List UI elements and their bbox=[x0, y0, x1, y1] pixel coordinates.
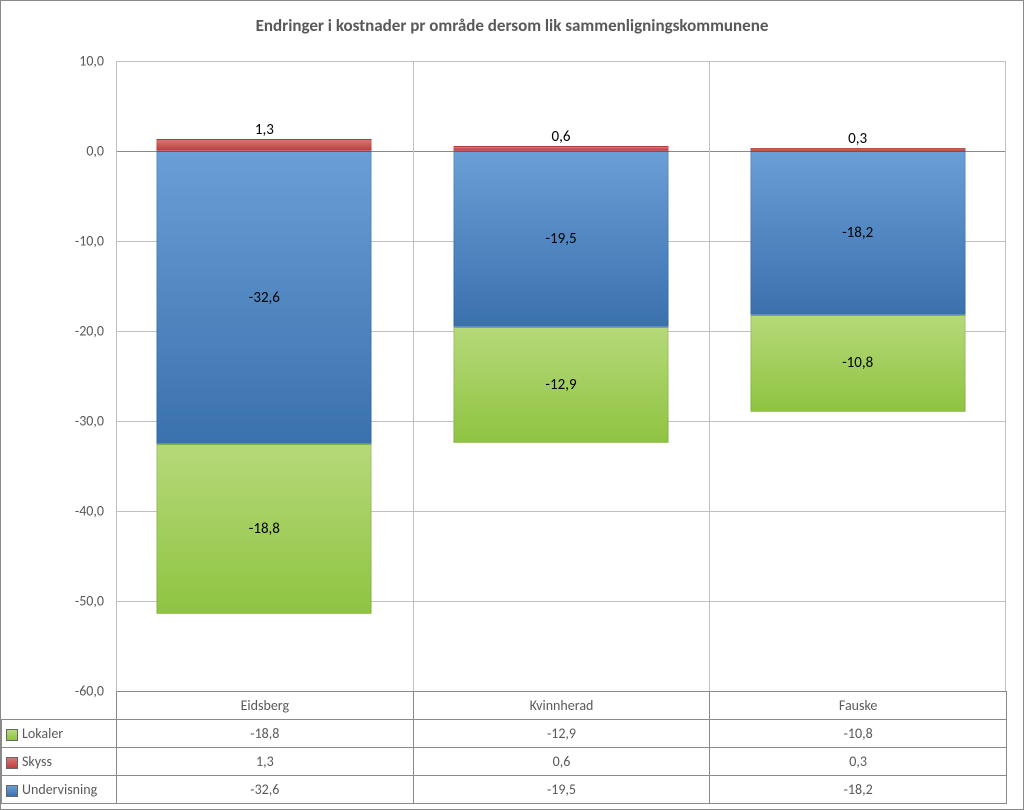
chart-title: Endringer i kostnader pr område dersom l… bbox=[1, 15, 1023, 36]
table-header-category: Eidsberg bbox=[117, 692, 414, 720]
bar-label-undervisning: -19,5 bbox=[545, 230, 576, 248]
bar-label-lokaler: -12,9 bbox=[545, 376, 576, 394]
table-header-category: Kvinnherad bbox=[413, 692, 710, 720]
bar-label-lokaler: -10,8 bbox=[842, 354, 873, 372]
legend-label-lokaler: Lokaler bbox=[22, 725, 63, 742]
legend-cell-undervisning: Undervisning bbox=[2, 776, 117, 804]
bar-label-undervisning: -18,2 bbox=[842, 224, 873, 242]
y-tick-label: -10,0 bbox=[1, 233, 104, 250]
bar-skyss bbox=[454, 146, 669, 151]
y-tick-label: -40,0 bbox=[1, 503, 104, 520]
bar-label-skyss: 0,6 bbox=[552, 128, 571, 146]
y-tick-label: 10,0 bbox=[1, 53, 104, 70]
bar-label-skyss: 1,3 bbox=[255, 121, 274, 139]
legend-swatch-undervisning bbox=[6, 785, 18, 797]
legend-swatch-lokaler bbox=[6, 729, 18, 741]
table-cell: -32,6 bbox=[117, 776, 414, 804]
table-cell: -19,5 bbox=[413, 776, 710, 804]
y-tick-label: 0,0 bbox=[1, 143, 104, 160]
legend-label-skyss: Skyss bbox=[22, 753, 52, 770]
table-cell: -18,2 bbox=[710, 776, 1007, 804]
y-tick-label: -20,0 bbox=[1, 323, 104, 340]
data-table: EidsbergKvinnheradFauske Lokaler -18,8-12,… bbox=[1, 691, 1007, 804]
legend-swatch-skyss bbox=[6, 757, 18, 769]
legend-cell-skyss: Skyss bbox=[2, 748, 117, 776]
table-cell: -18,8 bbox=[117, 720, 414, 748]
plot-area: -32,6 -18,8 1,3 -19,5 -12,9 0,6 -18,2 -10,8 0,3 bbox=[116, 61, 1006, 691]
table-cell: 0,3 bbox=[710, 748, 1007, 776]
table-cell: 0,6 bbox=[413, 748, 710, 776]
chart-container: Endringer i kostnader pr område dersom l… bbox=[0, 0, 1024, 810]
legend-cell-lokaler: Lokaler bbox=[2, 720, 117, 748]
y-tick-label: -60,0 bbox=[1, 683, 104, 700]
table-header-category: Fauske bbox=[710, 692, 1007, 720]
bar-label-undervisning: -32,6 bbox=[249, 289, 280, 307]
table-cell: -12,9 bbox=[413, 720, 710, 748]
table-cell: 1,3 bbox=[117, 748, 414, 776]
y-tick-label: -50,0 bbox=[1, 593, 104, 610]
bar-skyss bbox=[750, 148, 965, 151]
bar-skyss bbox=[157, 139, 372, 151]
y-tick-label: -30,0 bbox=[1, 413, 104, 430]
grid-line bbox=[116, 61, 1006, 62]
bar-label-lokaler: -18,8 bbox=[249, 520, 280, 538]
table-cell: -10,8 bbox=[710, 720, 1007, 748]
legend-label-undervisning: Undervisning bbox=[22, 781, 97, 798]
bar-label-skyss: 0,3 bbox=[848, 130, 867, 148]
